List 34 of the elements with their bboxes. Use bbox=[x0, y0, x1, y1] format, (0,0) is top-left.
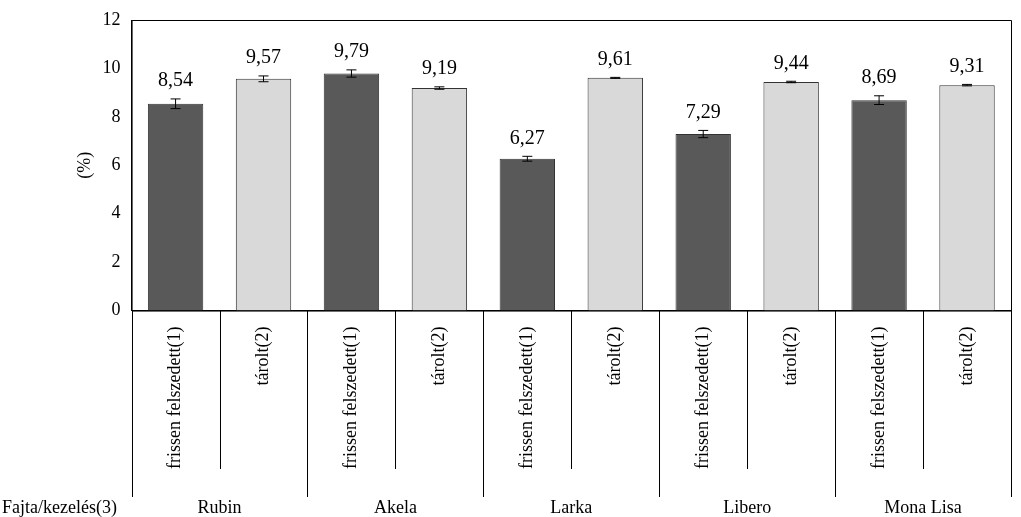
data-label: 7,29 bbox=[685, 99, 721, 122]
y-tick-label: 10 bbox=[102, 57, 121, 78]
x-tick-label: frissen felszedett(1) bbox=[867, 326, 889, 469]
text: Mona Lisa bbox=[884, 497, 962, 517]
y-axis-title: (%) bbox=[73, 151, 95, 179]
y-tick-label: 4 bbox=[111, 202, 121, 223]
data-label: 9,61 bbox=[597, 46, 633, 69]
text: Fajta/kezelés(3) bbox=[2, 497, 117, 517]
x-tick-label: frissen felszedett(1) bbox=[164, 326, 186, 469]
x-tick-label: frissen felszedett(1) bbox=[516, 326, 538, 469]
y-tick-label: 12 bbox=[102, 8, 121, 29]
text: Larka bbox=[550, 497, 593, 517]
data-label: 6,27 bbox=[509, 125, 545, 148]
x-tick-label: tárolt(2) bbox=[779, 326, 801, 386]
text: Libero bbox=[723, 497, 772, 517]
x-tick-label: frissen felszedett(1) bbox=[340, 326, 362, 469]
x-tick-label: tárolt(2) bbox=[252, 326, 274, 386]
data-label: 9,79 bbox=[333, 39, 369, 62]
data-label: 9,57 bbox=[246, 45, 282, 68]
text: Rubin bbox=[197, 497, 242, 517]
data-label: 8,69 bbox=[861, 65, 897, 88]
data-label: 9,31 bbox=[949, 53, 985, 76]
x-tick-label: frissen felszedett(1) bbox=[691, 326, 713, 469]
text: Akela bbox=[373, 497, 417, 517]
x-tick-label: tárolt(2) bbox=[955, 326, 977, 386]
x-tick-label: tárolt(2) bbox=[428, 326, 450, 386]
data-label: 9,44 bbox=[773, 50, 809, 73]
y-tick-label: 8 bbox=[111, 105, 121, 126]
x-tick-label: tárolt(2) bbox=[604, 326, 625, 386]
y-tick-label: 6 bbox=[111, 154, 121, 175]
data-label: 8,54 bbox=[158, 68, 194, 91]
y-tick-label: 0 bbox=[111, 299, 121, 320]
y-tick-label: 2 bbox=[111, 250, 121, 271]
data-label: 9,19 bbox=[421, 56, 457, 79]
